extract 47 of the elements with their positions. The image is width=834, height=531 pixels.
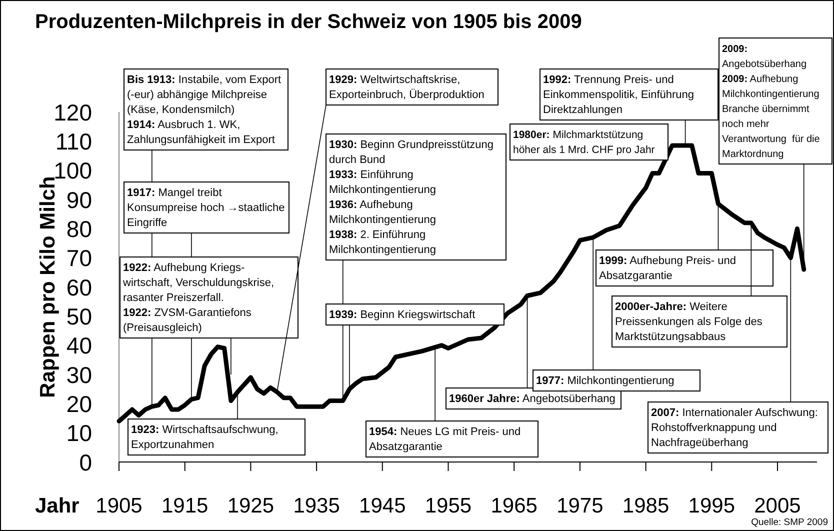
y-tick-label: 10 [66,420,92,446]
y-tick-label: 80 [66,216,92,242]
annotation: 1999: Aufhebung Preis- und Absatzgarantie [599,255,736,282]
source-note: Quelle: SMP 2009 [751,517,828,528]
annotation: 1936: Aufhebung Milchkontingentierung [329,199,436,226]
annotation: 1922: Aufhebung Kriegs- wirtschaft, Verschuldungskrise, rasanter Preiszerfall. 1922: ZVSM-Garantiefons (Preisausgleich) [122,262,274,334]
annotation: 1960er Jahre: Angebotsüberhang [449,393,616,405]
y-tick-label: 0 [79,449,92,476]
annotation: 1933: Einführung Milchkontingentierung [329,169,436,196]
y-tick-label: 50 [66,303,92,330]
x-tick-label: 1975 [556,494,604,518]
x-tick-label: 1935 [293,494,340,518]
y-tick-label: 90 [66,186,92,213]
annotation: 1938: 2. Einführung Milchkontingentierung [329,229,436,256]
annotation: 2000er-Jahre: Weitere Preissenkungen als Folge des Marktstützungsabbaus [615,301,763,343]
chart-title: Produzenten-Milchpreis in der Schweiz von 1905 bis 2009 [35,11,582,33]
annotation: Bis 1913: Instabile, vom Export (-eur) abhängige Milchpreise (Käse, Kondensmilch) 1914: Ausbruch 1. WK, Zahlungsunfähigkeit im Export [127,74,282,146]
annotation: 1929: Weltwirtschaftskrise, Exporteinbruch, Überproduktion [329,74,484,101]
x-tick-label: 1985 [622,494,670,518]
x-tick-label: 1955 [424,494,472,518]
annotation: 2007: Internationaler Aufschwung: Rohstoffverknappung und Nachfrageüberhang [651,407,818,449]
y-tick-label: 60 [66,274,92,300]
annotation: 1939: Beginn Kriegswirtschaft [329,309,476,321]
x-tick-label: 1945 [359,494,406,518]
y-tick-label: 20 [66,390,92,417]
annotation: 1954: Neues LG mit Preis- und Absatzgarantie [369,426,521,453]
annotation: 1980er: Milchmarktstützung höher als 1 Mrd. CHF pro Jahr [513,129,656,156]
annotation: 1930: Beginn Grundpreisstützung durch Bund [329,139,494,166]
annotation: 1977: Milchkontingentierung [536,375,674,387]
y-tick-label: 120 [54,99,92,126]
y-tick-label: 70 [66,245,92,272]
annotation: 2009: Aufhebung Milchkontingentierung Branche übernimmt noch mehr Verantwortung für die Marktordnung [722,74,820,160]
annotation: 1923: Wirtschaftsaufschwung, Exportzunahmen [131,424,278,451]
y-tick-label: 40 [66,332,92,359]
y-tick-label: 110 [55,128,92,154]
x-tick-label: 1995 [688,494,735,518]
y-tick-label: 100 [54,158,92,184]
x-tick-label: 1915 [161,494,208,518]
x-tick-label: 1925 [227,494,274,518]
x-tick-label: 2005 [754,494,801,518]
text: 2009: Angebotsüberhang [722,44,807,70]
x-tick-label: 1905 [96,494,142,518]
annotation: 1992: Trennung Preis- und Einkommenspolitik, Einführung Direktzahlungen [543,74,694,116]
annotation: 1917: Mangel treibt Konsumpreise hoch →staatliche Eingriffe [127,187,285,229]
x-axis-title: Jahr [35,494,80,518]
y-tick-label: 30 [66,362,92,388]
x-tick-label: 1965 [490,494,538,518]
